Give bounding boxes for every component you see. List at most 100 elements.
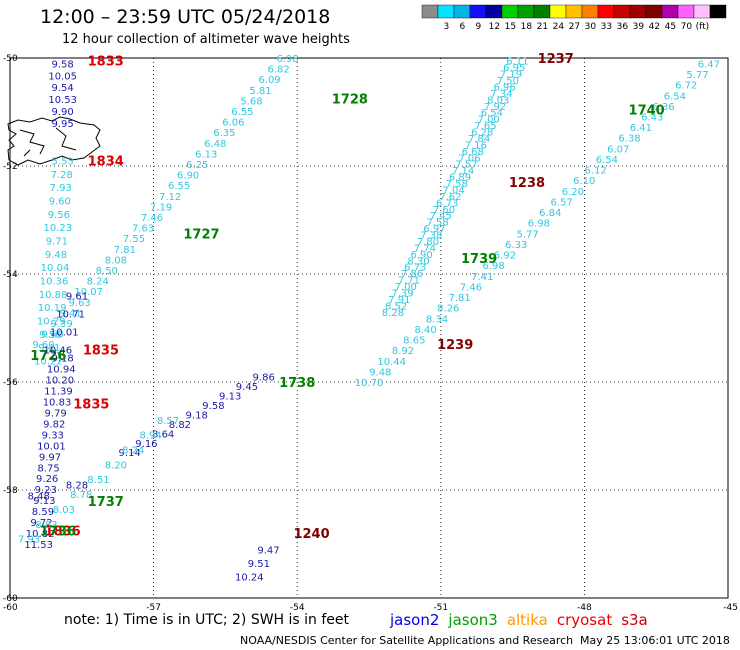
wave-height-value: 6.43	[641, 113, 663, 124]
wave-height-value: 10.82	[26, 529, 55, 540]
wave-height-value: 6.54	[481, 108, 503, 119]
colorbar-swatch	[453, 4, 471, 19]
wave-height-value: 9.16	[135, 439, 157, 450]
wave-height-value: 9.51	[248, 559, 270, 570]
wave-height-value: 8.40	[415, 325, 437, 336]
wave-height-value: 8.57	[157, 416, 179, 427]
colorbar-swatch	[485, 4, 503, 19]
wave-height-value: 7.00	[478, 115, 500, 126]
wave-height-value: 8.20	[105, 460, 127, 471]
wave-height-value: 9.26	[36, 474, 58, 485]
wave-height-value: 9.56	[39, 330, 61, 341]
wave-height-value: 5.81	[249, 86, 271, 97]
wave-height-value: 11.53	[24, 540, 53, 551]
colorbar-swatch	[693, 4, 711, 19]
wave-height-value: 9.54	[52, 83, 74, 94]
wave-height-value: 6.90	[177, 171, 199, 182]
colorbar-tick-label: 42	[649, 22, 660, 32]
wave-height-value: 6.07	[607, 144, 629, 155]
satellite-legend: jason2 jason3 altika cryosat s3a	[390, 611, 657, 629]
wave-height-value: 6.38	[618, 134, 640, 145]
wave-height-value: 9.13	[33, 496, 55, 507]
wave-height-value: 7.58	[446, 179, 468, 190]
wave-height-value: 6.06	[222, 118, 244, 129]
page-title: 12:00 – 23:59 UTC 05/24/2018	[40, 6, 331, 28]
wave-height-value: 7.93	[50, 183, 72, 194]
wave-height-value: 9.41	[38, 343, 60, 354]
wave-height-value: 6.36	[652, 102, 674, 113]
wave-height-value: 6.98	[482, 261, 504, 272]
legend-jason3: jason3	[448, 611, 498, 629]
wave-height-value: 8.08	[105, 255, 127, 266]
pass-p10: 6.116.957.197.506.967.348.037.926.547.00…	[382, 52, 574, 353]
wave-height-value: 8.03	[487, 95, 509, 106]
wave-height-value: 6.11	[506, 57, 528, 68]
wave-height-value: 9.58	[52, 59, 74, 70]
wave-height-value: 8.24	[122, 446, 144, 457]
wave-height-value: 10.01	[37, 441, 66, 452]
wave-height-value: 7.55	[123, 234, 145, 245]
wave-height-value: 8.82	[169, 420, 191, 431]
wave-height-value: 10.36	[40, 276, 69, 287]
wave-height-value: 7.34	[490, 89, 512, 100]
y-tick-label: -56	[3, 378, 18, 388]
wave-height-value: 8.78	[70, 490, 92, 501]
wave-height-value: 9.18	[186, 410, 208, 421]
colorbar-swatch	[597, 4, 615, 19]
wave-height-value: 6.13	[195, 149, 217, 160]
wave-height-value: 9.23	[35, 485, 57, 496]
wave-height-value: 9.79	[44, 408, 66, 419]
wave-height-value: 6.09	[258, 75, 280, 86]
wave-height-value: 6.73	[436, 198, 458, 209]
wave-height-value: 8.50	[96, 266, 118, 277]
colorbar-swatch	[645, 4, 663, 19]
wave-height-value: 6.48	[204, 139, 226, 150]
colorbar-tick-label: 24	[553, 22, 565, 32]
wave-height-value: 6.10	[573, 176, 595, 187]
wave-height-value: 5.53	[52, 157, 74, 168]
colorbar-tick-label: 39	[633, 22, 645, 32]
plot-border	[9, 57, 729, 599]
pass-p7: 9.869.459.139.589.188.828.649.169.14	[119, 373, 275, 460]
colorbar-swatch	[533, 4, 551, 19]
wave-height-value: 10.44	[377, 357, 406, 368]
wave-height-value: 9.45	[236, 382, 258, 393]
wave-height-value: 7.06	[458, 153, 480, 164]
pass-time-label: 1240	[293, 527, 329, 542]
wave-height-value: 8.28	[66, 481, 88, 492]
legend-s3a: s3a	[621, 611, 648, 629]
wave-height-value: 9.63	[69, 298, 91, 309]
pass-time-label: 1736	[40, 525, 76, 540]
axis-tick-labels: -60 -57 -54 -51 -48 -45 -50 -52 -54 -56 -58 -60	[3, 54, 738, 613]
wave-height-value: 8.48	[28, 491, 50, 502]
pass-p9: 8.28 8.48	[28, 481, 89, 503]
wave-height-value: 7.65	[474, 121, 496, 132]
pass-time-label: 1238	[509, 176, 545, 191]
y-tick-label: -60	[3, 594, 18, 604]
pass-time-label: 1737	[88, 495, 124, 510]
wave-height-value: 7.81	[448, 293, 470, 304]
wave-height-value: 10.70	[355, 378, 384, 389]
wave-height-value: 8.26	[437, 304, 459, 315]
wave-height-value: 9.48	[45, 250, 67, 261]
x-tick-label: -48	[577, 603, 592, 613]
wave-height-value: 7.16	[465, 140, 487, 151]
color-scale-bar: 3 6 9 12 15 18 21 24 27 30 33 36 39 42 45 70 (ft)	[421, 4, 727, 32]
wave-height-value: 6.92	[494, 251, 516, 262]
wave-height-value: 6.82	[267, 65, 289, 76]
wave-height-value: 9.60	[32, 340, 54, 351]
wave-height-value: 6.98	[276, 54, 298, 65]
wave-height-value: 7.04	[442, 185, 464, 196]
wave-height-value: 7.71	[398, 276, 420, 287]
wave-height-value: 8.34	[426, 314, 448, 325]
wave-height-value: 9.60	[49, 197, 71, 208]
wave-height-value: 10.04	[41, 263, 70, 274]
pass-p5: 9.61 10.71 10.01 10.46	[44, 292, 89, 357]
wave-height-value: 7.45	[430, 211, 452, 222]
colorbar-swatch	[709, 4, 727, 19]
colorbar-tick-label: 45	[665, 22, 676, 32]
wave-height-value: 7.93	[18, 535, 40, 546]
pass-time-label: 1726	[30, 349, 66, 364]
wave-height-value: 6.25	[186, 160, 208, 171]
